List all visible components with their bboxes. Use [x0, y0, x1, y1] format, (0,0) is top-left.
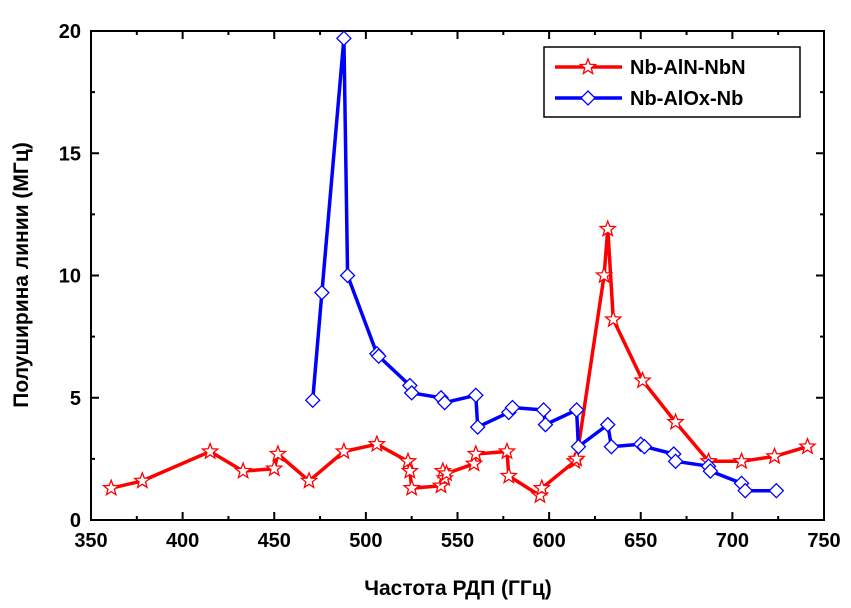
data-point-nb-alox-nb	[737, 482, 754, 499]
data-point-nb-aln-nbn	[464, 453, 484, 472]
data-point-nb-aln-nbn	[233, 461, 253, 480]
y-tick-label: 10	[59, 266, 81, 288]
data-point-nb-aln-nbn	[603, 309, 623, 328]
data-point-nb-alox-nb	[403, 384, 420, 401]
y-tick-label: 20	[59, 21, 81, 43]
data-point-nb-alox-nb	[436, 394, 453, 411]
data-point-nb-aln-nbn	[132, 471, 152, 489]
data-point-nb-alox-nb	[568, 402, 585, 418]
data-point-nb-alox-nb	[603, 438, 620, 455]
data-point-nb-aln-nbn	[532, 478, 552, 497]
x-tick-label: 500	[349, 530, 382, 552]
data-point-nb-aln-nbn	[666, 412, 685, 431]
data-point-nb-alox-nb	[599, 416, 616, 433]
data-point-nb-alox-nb	[339, 267, 356, 284]
data-point-nb-aln-nbn	[402, 478, 422, 497]
x-tick-label: 350	[74, 530, 107, 552]
data-point-nb-alox-nb	[304, 392, 321, 409]
data-point-nb-aln-nbn	[594, 265, 614, 284]
data-point-nb-aln-nbn	[499, 466, 519, 484]
data-point-nb-aln-nbn	[367, 434, 387, 453]
series-layer	[101, 30, 817, 504]
data-point-nb-alox-nb	[702, 463, 719, 480]
x-tick-label: 650	[624, 530, 657, 552]
data-point-nb-aln-nbn	[264, 458, 284, 477]
legend-label-nb-alox-nb: Nb-AlOx-Nb	[630, 88, 743, 110]
data-point-nb-aln-nbn	[732, 451, 751, 470]
data-point-nb-alox-nb	[469, 419, 486, 436]
data-point-nb-alox-nb	[467, 387, 484, 404]
x-axis-title: Частота РДП (ГГц)	[364, 577, 552, 600]
data-point-nb-aln-nbn	[299, 471, 319, 489]
legend-label-nb-aln-nbn: Nb-AlN-NbN	[630, 57, 746, 79]
x-tick-label: 700	[716, 530, 749, 552]
legend: Nb-AlN-NbN Nb-AlOx-Nb	[543, 46, 801, 118]
y-tick-label: 5	[70, 388, 81, 410]
legend-marker-star	[578, 57, 598, 75]
data-point-nb-aln-nbn	[400, 461, 420, 480]
data-point-nb-alox-nb	[335, 30, 352, 47]
data-point-nb-aln-nbn	[598, 219, 618, 237]
data-point-nb-aln-nbn	[268, 444, 288, 462]
data-point-nb-aln-nbn	[437, 463, 456, 482]
data-point-nb-alox-nb	[313, 284, 330, 301]
legend-box	[543, 46, 801, 118]
data-point-nb-alox-nb	[570, 438, 587, 455]
x-tick-label: 750	[807, 530, 840, 552]
data-point-nb-aln-nbn	[765, 446, 784, 465]
series-line-nb-aln-nbn	[110, 227, 808, 498]
data-point-nb-alox-nb	[636, 438, 653, 455]
data-point-nb-aln-nbn	[334, 441, 354, 460]
x-tick-label: 450	[258, 530, 291, 552]
x-tick-label: 600	[532, 530, 565, 552]
data-point-nb-aln-nbn	[497, 441, 517, 460]
data-point-nb-aln-nbn	[633, 370, 652, 389]
x-tick-label: 400	[166, 530, 199, 552]
data-point-nb-alox-nb	[504, 399, 521, 416]
y-axis-title: Полуширина линии (МГц)	[10, 142, 33, 407]
data-point-nb-alox-nb	[768, 482, 785, 499]
legend-marker-diamond	[580, 90, 596, 106]
data-point-nb-aln-nbn	[567, 449, 586, 467]
x-tick-label: 550	[441, 530, 474, 552]
y-axis-ticks: 0 5 10 15 20	[59, 21, 824, 532]
data-point-nb-alox-nb	[537, 416, 554, 433]
y-tick-label: 15	[59, 143, 81, 165]
x-axis-ticks: 350 400 450 500 550 600 650 700 750	[74, 31, 841, 552]
data-point-nb-alox-nb	[667, 453, 684, 470]
data-point-nb-alox-nb	[370, 348, 387, 365]
data-point-nb-aln-nbn	[200, 441, 220, 460]
data-point-nb-aln-nbn	[101, 478, 121, 497]
y-tick-label: 0	[70, 510, 81, 532]
data-point-nb-aln-nbn	[466, 444, 486, 462]
data-point-nb-alox-nb	[535, 402, 552, 418]
data-point-nb-aln-nbn	[398, 451, 418, 470]
data-point-nb-aln-nbn	[798, 436, 817, 455]
